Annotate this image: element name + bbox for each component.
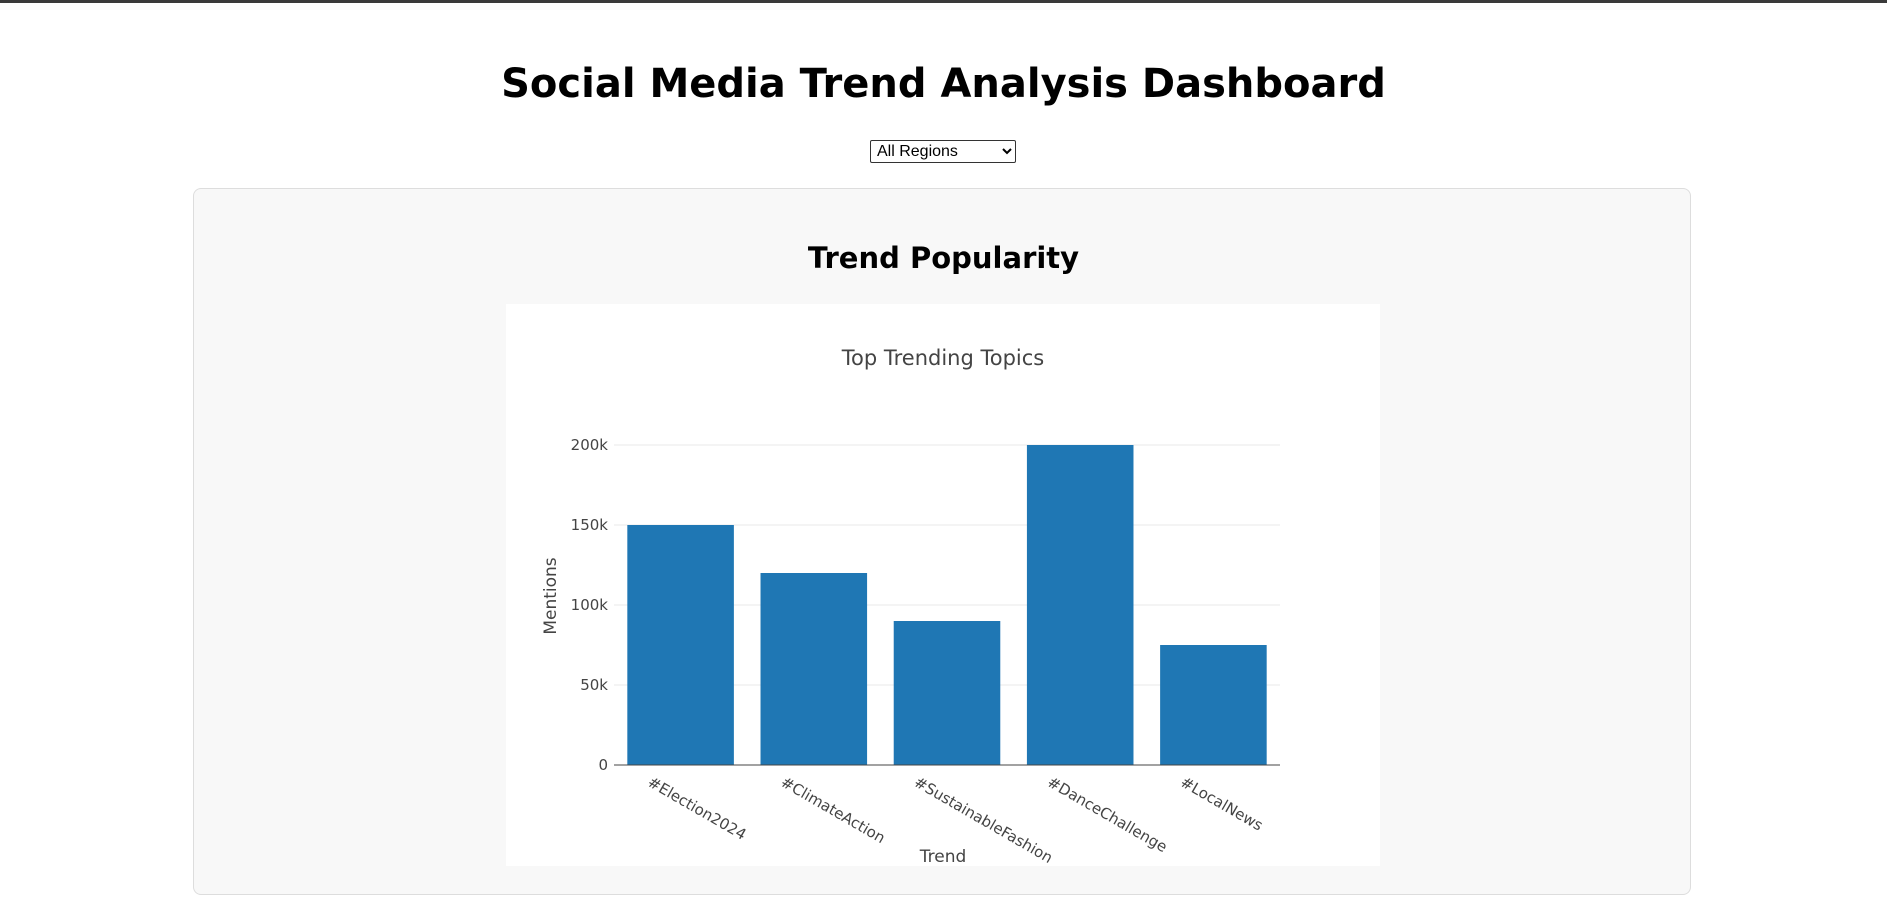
bar-climateaction[interactable] — [760, 573, 868, 765]
bar-sustainablefashion[interactable] — [893, 621, 1001, 765]
section-title: Trend Popularity — [807, 241, 1080, 275]
bar-localnews[interactable] — [1160, 645, 1267, 765]
bars — [627, 445, 1267, 765]
chart-title: Top Trending Topics — [841, 346, 1045, 370]
x-tick-label: #DanceChallenge — [1044, 773, 1170, 856]
bar-election2024[interactable] — [627, 525, 734, 765]
window-top-border — [0, 0, 1887, 3]
x-tick-label: #Election2024 — [645, 773, 750, 844]
y-tick-label: 50k — [580, 676, 608, 694]
x-tick-label: #LocalNews — [1177, 773, 1266, 835]
bar-chart: Top Trending Topics 0 50k 100k 150k 200k #El… — [541, 346, 1280, 866]
page-title: Social Media Trend Analysis Dashboard — [501, 61, 1386, 107]
region-select[interactable]: All Regions — [870, 140, 1016, 163]
y-tick-labels: 0 50k 100k 150k 200k — [571, 436, 609, 774]
y-tick-label: 100k — [571, 596, 609, 614]
chart-container: Top Trending Topics 0 50k 100k 150k 200k #El… — [506, 304, 1380, 866]
x-axis-title: Trend — [919, 847, 967, 866]
x-tick-label: #ClimateAction — [778, 773, 889, 847]
y-tick-label: 200k — [571, 436, 609, 454]
y-tick-label: 0 — [598, 756, 608, 774]
y-tick-label: 150k — [571, 516, 609, 534]
bar-dancechallenge[interactable] — [1026, 445, 1134, 765]
y-axis-title: Mentions — [541, 557, 561, 634]
